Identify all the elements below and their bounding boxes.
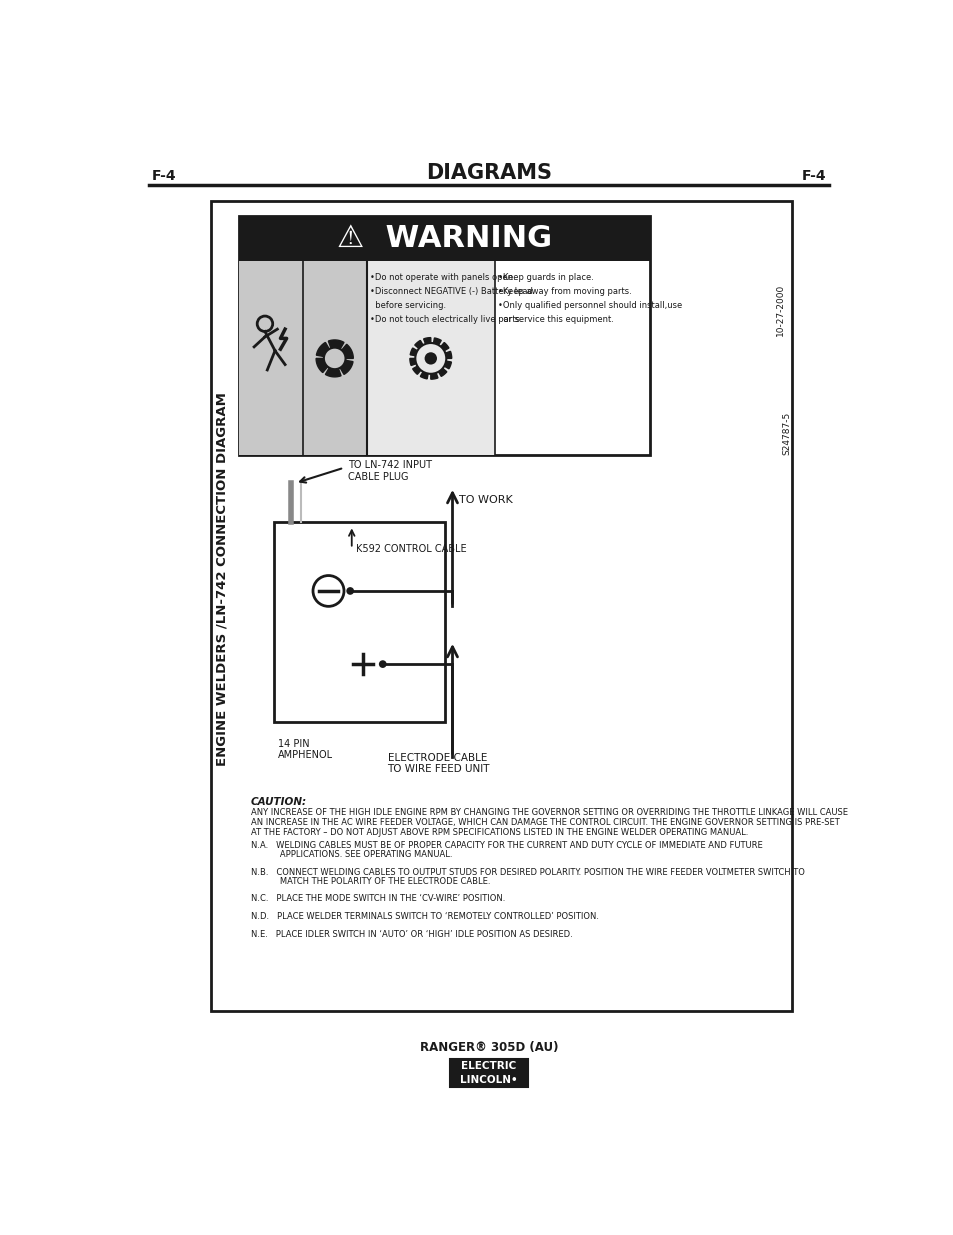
Text: DIAGRAMS: DIAGRAMS (425, 163, 552, 183)
Text: K592 CONTROL CABLE: K592 CONTROL CABLE (355, 543, 466, 555)
Text: 10-27-2000: 10-27-2000 (775, 284, 784, 336)
Text: or service this equipment.: or service this equipment. (497, 315, 614, 324)
Bar (239, 261, 367, 454)
Polygon shape (413, 366, 420, 374)
Text: N.A.   WELDING CABLES MUST BE OF PROPER CAPACITY FOR THE CURRENT AND DUTY CYCLE : N.A. WELDING CABLES MUST BE OF PROPER CA… (251, 841, 762, 850)
Text: F-4: F-4 (152, 169, 176, 183)
Polygon shape (415, 341, 422, 348)
Text: ELECTRODE CABLE
TO WIRE FEED UNIT: ELECTRODE CABLE TO WIRE FEED UNIT (386, 752, 489, 774)
Text: MATCH THE POLARITY OF THE ELECTRODE CABLE.: MATCH THE POLARITY OF THE ELECTRODE CABL… (251, 877, 490, 885)
Text: •Only qualified personnel should install,use: •Only qualified personnel should install… (497, 300, 681, 310)
Text: F-4: F-4 (801, 169, 825, 183)
Polygon shape (438, 368, 446, 377)
Text: •Do not touch electrically live parts.: •Do not touch electrically live parts. (370, 315, 522, 324)
Text: AN INCREASE IN THE AC WIRE FEEDER VOLTAGE, WHICH CAN DAMAGE THE CONTROL CIRCUIT.: AN INCREASE IN THE AC WIRE FEEDER VOLTAG… (251, 818, 839, 827)
Text: APPLICATIONS. SEE OPERATING MANUAL.: APPLICATIONS. SEE OPERATING MANUAL. (251, 850, 452, 860)
Bar (367, 261, 495, 454)
Text: RANGER® 305D (AU): RANGER® 305D (AU) (419, 1041, 558, 1053)
Text: AT THE FACTORY – DO NOT ADJUST ABOVE RPM SPECIFICATIONS LISTED IN THE ENGINE WEL: AT THE FACTORY – DO NOT ADJUST ABOVE RPM… (251, 829, 747, 837)
Polygon shape (325, 358, 341, 377)
Polygon shape (433, 338, 441, 345)
Circle shape (346, 587, 354, 595)
Bar (450, 1060, 527, 1087)
Bar (211, 200, 791, 1010)
Polygon shape (410, 358, 416, 366)
Circle shape (424, 352, 436, 364)
Text: 14 PIN
AMPHENOL: 14 PIN AMPHENOL (278, 739, 333, 761)
Polygon shape (316, 342, 335, 358)
Polygon shape (335, 345, 353, 358)
Bar (274, 521, 444, 721)
Circle shape (323, 347, 345, 369)
Bar (239, 216, 649, 454)
Polygon shape (335, 358, 353, 374)
Text: TO WORK: TO WORK (458, 495, 512, 505)
Polygon shape (420, 372, 428, 379)
Text: LINCOLN•: LINCOLN• (459, 1074, 517, 1084)
Text: ⚠  WARNING: ⚠ WARNING (336, 224, 552, 253)
Polygon shape (431, 373, 437, 379)
Circle shape (378, 661, 386, 668)
Text: N.E.   PLACE IDLER SWITCH IN ‘AUTO’ OR ‘HIGH’ IDLE POSITION AS DESIRED.: N.E. PLACE IDLER SWITCH IN ‘AUTO’ OR ‘HI… (251, 930, 572, 939)
Text: ANY INCREASE OF THE HIGH IDLE ENGINE RPM BY CHANGING THE GOVERNOR SETTING OR OVE: ANY INCREASE OF THE HIGH IDLE ENGINE RPM… (251, 808, 847, 818)
Text: TO LN-742 INPUT
CABLE PLUG: TO LN-742 INPUT CABLE PLUG (348, 461, 432, 482)
Polygon shape (423, 337, 431, 343)
Polygon shape (410, 348, 417, 356)
Text: N.C.   PLACE THE MODE SWITCH IN THE ‘CV-WIRE’ POSITION.: N.C. PLACE THE MODE SWITCH IN THE ‘CV-WI… (251, 894, 505, 903)
Text: •Do not operate with panels open.: •Do not operate with panels open. (370, 273, 516, 282)
Text: ENGINE WELDERS /LN-742 CONNECTION DIAGRAM: ENGINE WELDERS /LN-742 CONNECTION DIAGRA… (215, 393, 229, 767)
Circle shape (415, 343, 446, 374)
Polygon shape (315, 358, 335, 373)
Text: before servicing.: before servicing. (370, 300, 446, 310)
Bar (239, 216, 649, 261)
Polygon shape (444, 361, 451, 369)
Text: •Keep away from moving parts.: •Keep away from moving parts. (497, 287, 631, 296)
Text: •Keep guards in place.: •Keep guards in place. (497, 273, 594, 282)
Text: •Disconnect NEGATIVE (-) Battery lead: •Disconnect NEGATIVE (-) Battery lead (370, 287, 533, 296)
Polygon shape (328, 340, 344, 358)
Text: N.D.   PLACE WELDER TERMINALS SWITCH TO ‘REMOTELY CONTROLLED’ POSITION.: N.D. PLACE WELDER TERMINALS SWITCH TO ‘R… (251, 911, 598, 921)
Text: N.B.   CONNECT WELDING CABLES TO OUTPUT STUDS FOR DESIRED POLARITY. POSITION THE: N.B. CONNECT WELDING CABLES TO OUTPUT ST… (251, 868, 804, 877)
Text: CAUTION:: CAUTION: (251, 797, 307, 806)
Polygon shape (440, 342, 449, 351)
Text: S24787-5: S24787-5 (782, 411, 791, 454)
Polygon shape (445, 351, 452, 358)
Text: ELECTRIC: ELECTRIC (461, 1061, 516, 1071)
